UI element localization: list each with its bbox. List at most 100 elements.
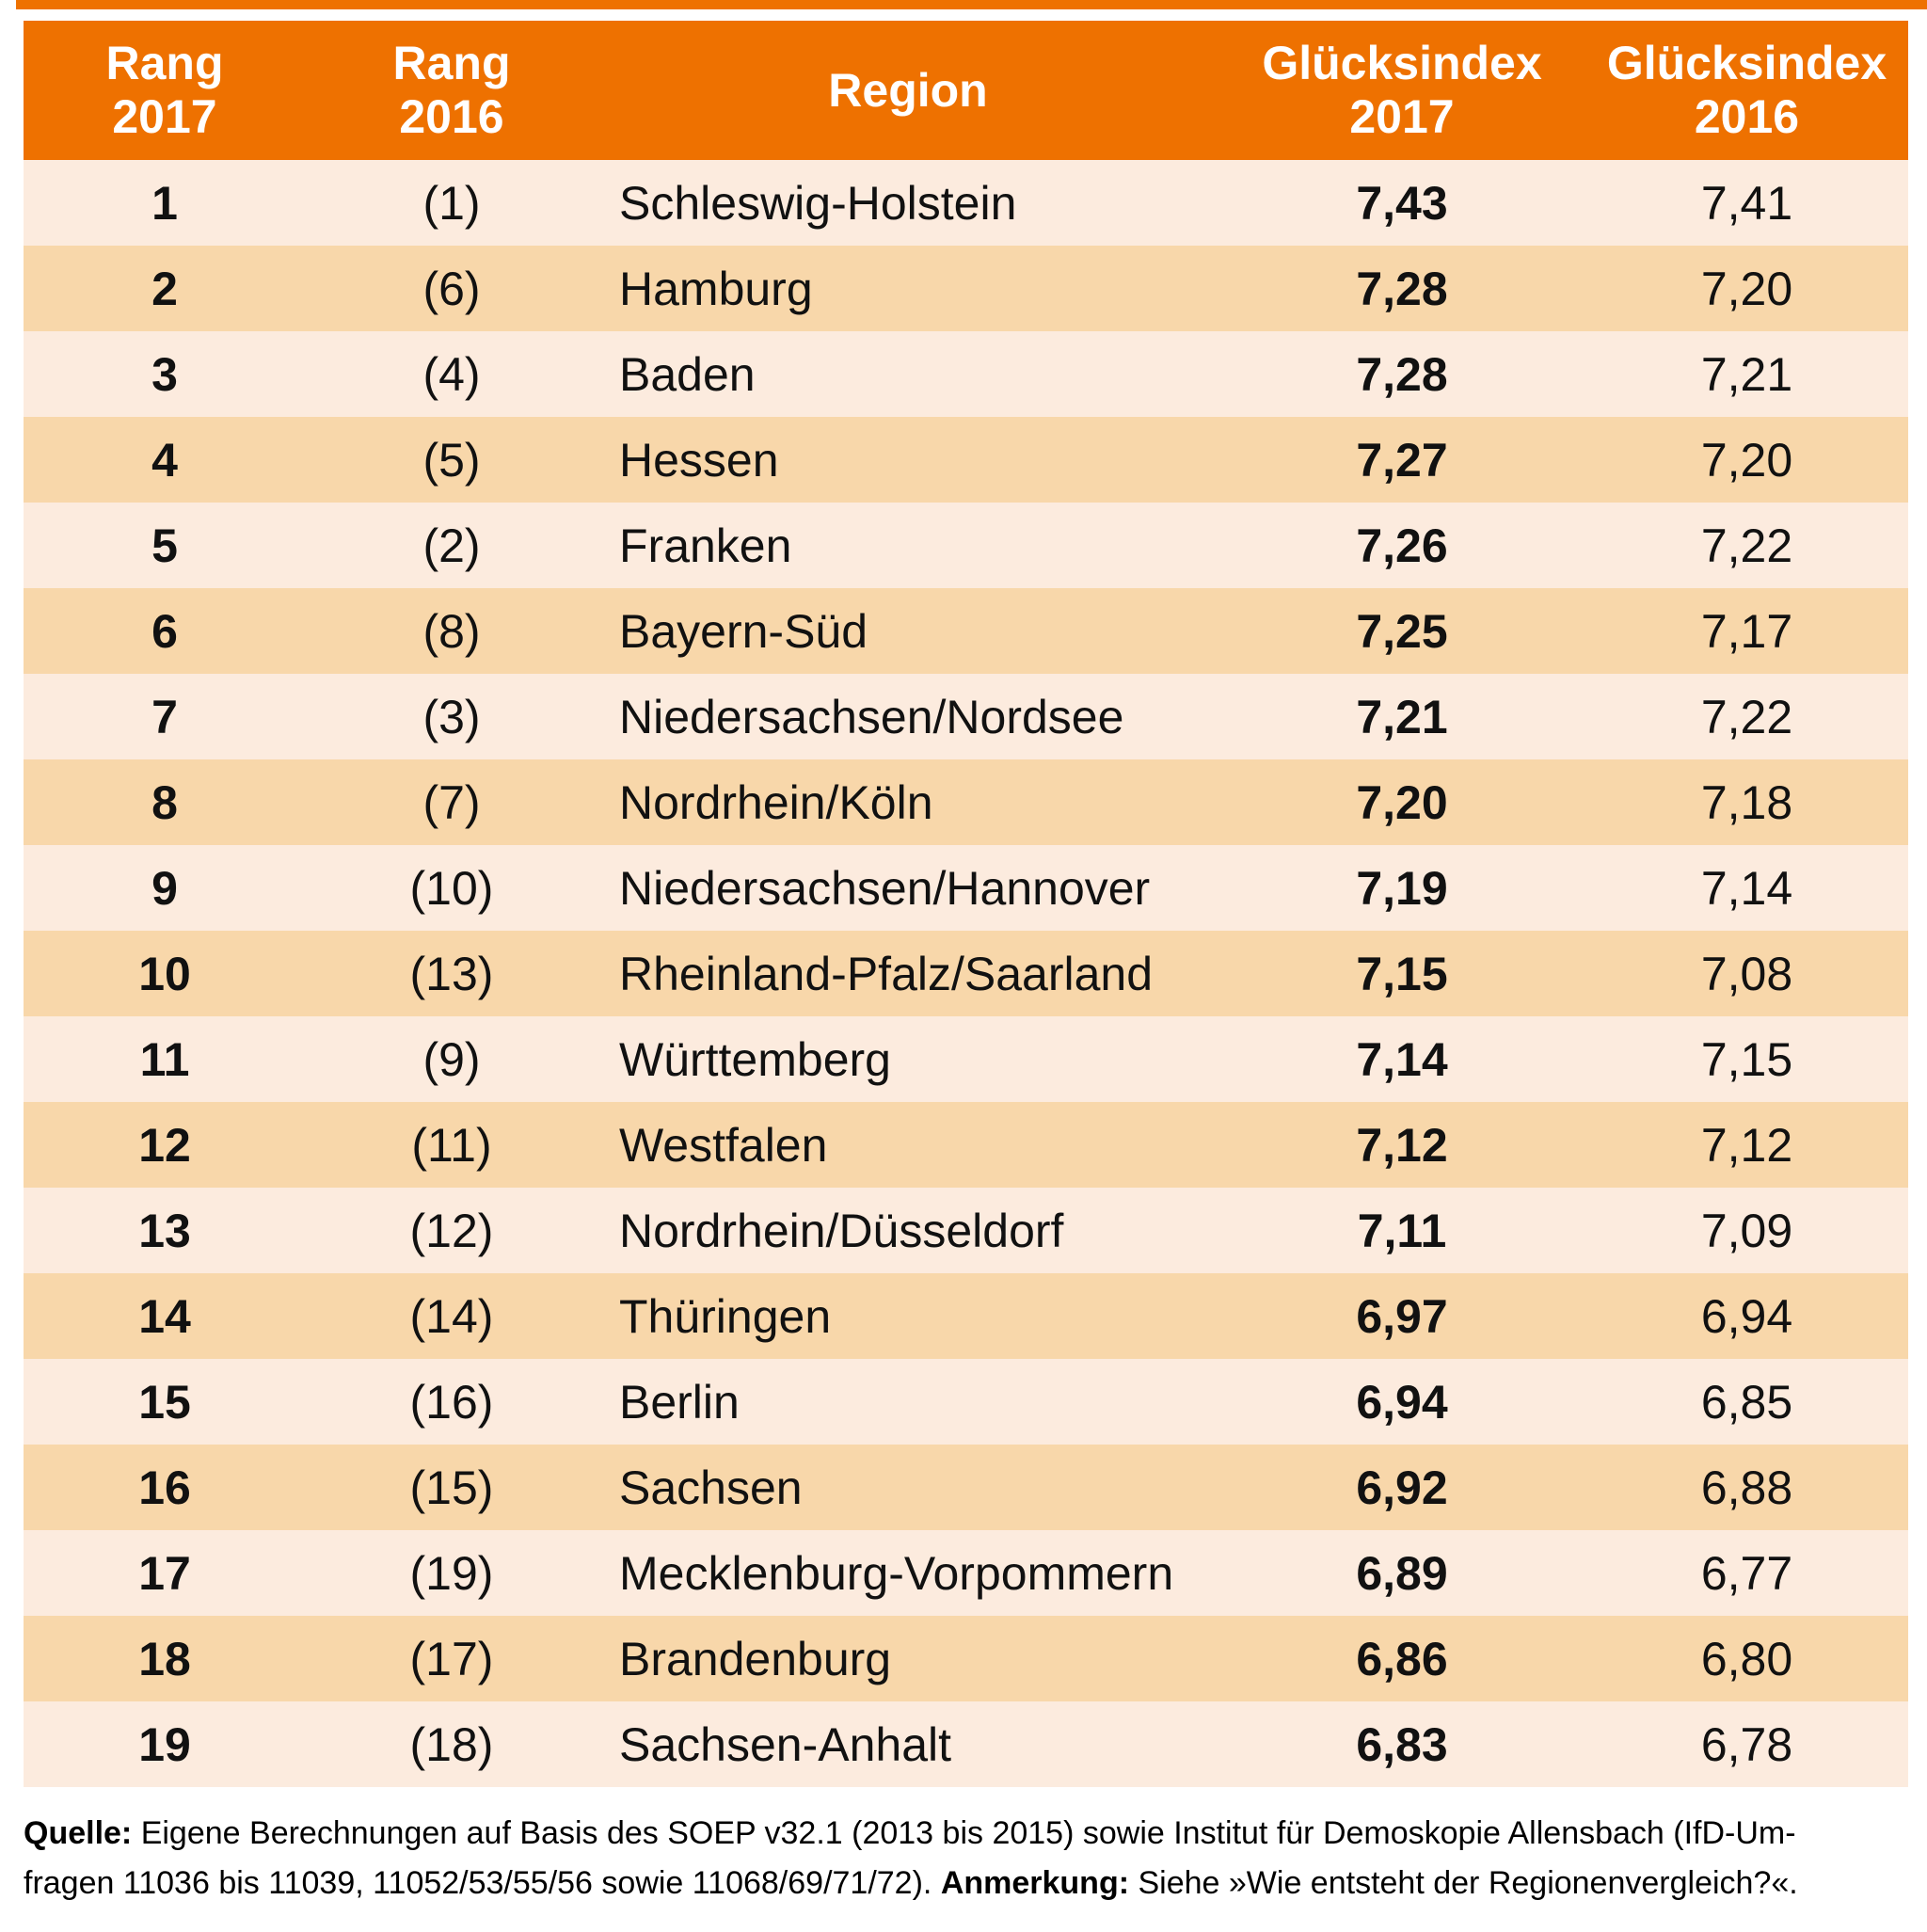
top-accent-rule: [16, 0, 1927, 9]
table-row: 10 (13) Rheinland-Pfalz/Saarland 7,15 7,…: [24, 931, 1908, 1016]
region-cell: Bayern-Süd: [619, 604, 868, 658]
index-2016-cell: 6,80: [1700, 1632, 1793, 1685]
source-label: Quelle:: [24, 1815, 133, 1851]
table-header-row: Rang 2017 Rang 2016 Region Glücksindex 2…: [24, 21, 1908, 160]
rank-2017-cell: 15: [138, 1375, 191, 1429]
index-2016-cell: 7,09: [1700, 1204, 1793, 1257]
index-2016-cell: 7,14: [1700, 861, 1793, 915]
rank-2017-cell: 7: [151, 690, 178, 743]
rank-2016-cell: (18): [409, 1717, 494, 1771]
rank-2017-cell: 19: [138, 1717, 191, 1771]
index-2016-cell: 6,94: [1700, 1289, 1793, 1343]
rank-2017-cell: 1: [151, 176, 178, 230]
index-2017-cell: 7,14: [1356, 1032, 1448, 1086]
rank-2017-cell: 14: [138, 1289, 191, 1343]
column-header-gluecksindex-2017: Glücksindex 2017: [1262, 37, 1542, 143]
table-row: 2 (6) Hamburg 7,28 7,20: [24, 246, 1908, 331]
index-2017-cell: 7,15: [1356, 947, 1448, 1000]
rank-2016-cell: (5): [422, 433, 481, 487]
rank-2017-cell: 8: [151, 775, 178, 829]
index-2016-cell: 6,77: [1700, 1546, 1793, 1600]
index-2017-cell: 7,12: [1356, 1118, 1448, 1172]
rank-2016-cell: (10): [409, 861, 494, 915]
index-2016-cell: 7,21: [1700, 347, 1793, 401]
rank-2017-cell: 13: [138, 1204, 191, 1257]
index-2016-cell: 7,08: [1700, 947, 1793, 1000]
table-row: 14 (14) Thüringen 6,97 6,94: [24, 1273, 1908, 1359]
table-row: 12 (11) Westfalen 7,12 7,12: [24, 1102, 1908, 1188]
region-cell: Thüringen: [619, 1289, 832, 1343]
index-2016-cell: 7,22: [1700, 690, 1793, 743]
rank-2017-cell: 17: [138, 1546, 191, 1600]
rank-2017-cell: 11: [139, 1032, 190, 1086]
table-row: 17 (19) Mecklenburg-Vorpommern 6,89 6,77: [24, 1530, 1908, 1616]
index-2017-cell: 6,92: [1356, 1461, 1448, 1514]
happiness-index-table: Rang 2017 Rang 2016 Region Glücksindex 2…: [24, 21, 1908, 1787]
rank-2016-cell: (19): [409, 1546, 494, 1600]
index-2016-cell: 7,41: [1700, 176, 1793, 230]
region-cell: Nordrhein/Köln: [619, 775, 933, 829]
rank-2017-cell: 9: [151, 861, 178, 915]
rank-2017-cell: 6: [151, 604, 178, 658]
table-row: 7 (3) Niedersachsen/Nordsee 7,21 7,22: [24, 674, 1908, 759]
region-cell: Sachsen-Anhalt: [619, 1717, 952, 1771]
rank-2016-cell: (14): [409, 1289, 494, 1343]
index-2016-cell: 7,22: [1700, 519, 1793, 572]
rank-2016-cell: (3): [422, 690, 481, 743]
table-row: 5 (2) Franken 7,26 7,22: [24, 503, 1908, 588]
region-cell: Sachsen: [619, 1461, 803, 1514]
region-cell: Hamburg: [619, 262, 813, 315]
index-2017-cell: 7,20: [1356, 775, 1448, 829]
column-header-gluecksindex-2016: Glücksindex 2016: [1606, 37, 1887, 143]
rank-2016-cell: (9): [422, 1032, 481, 1086]
region-cell: Hessen: [619, 433, 779, 487]
rank-2016-cell: (2): [422, 519, 481, 572]
table-row: 8 (7) Nordrhein/Köln 7,20 7,18: [24, 759, 1908, 845]
table-row: 13 (12) Nordrhein/Düsseldorf 7,11 7,09: [24, 1188, 1908, 1273]
rank-2016-cell: (1): [422, 176, 481, 230]
column-header-rang-2017: Rang 2017: [105, 37, 224, 143]
rank-2017-cell: 3: [151, 347, 178, 401]
table-row: 3 (4) Baden 7,28 7,21: [24, 331, 1908, 417]
rank-2016-cell: (12): [409, 1204, 494, 1257]
index-2016-cell: 7,18: [1700, 775, 1793, 829]
index-2016-cell: 6,85: [1700, 1375, 1793, 1429]
region-cell: Franken: [619, 519, 792, 572]
region-cell: Baden: [619, 347, 756, 401]
index-2017-cell: 7,21: [1356, 690, 1448, 743]
index-2017-cell: 6,94: [1356, 1375, 1448, 1429]
index-2017-cell: 7,11: [1357, 1204, 1447, 1257]
source-note: Quelle: Eigene Berechnungen auf Basis de…: [24, 1809, 1915, 1908]
column-header-rang-2016: Rang 2016: [392, 37, 511, 143]
table-body: 1 (1) Schleswig-Holstein 7,43 7,41 2 (6)…: [24, 160, 1908, 1787]
rank-2016-cell: (4): [422, 347, 481, 401]
remark-label: Anmerkung:: [940, 1865, 1130, 1901]
index-2017-cell: 6,89: [1356, 1546, 1448, 1600]
table-row: 4 (5) Hessen 7,27 7,20: [24, 417, 1908, 503]
index-2017-cell: 7,27: [1356, 433, 1448, 487]
rank-2017-cell: 16: [138, 1461, 191, 1514]
region-cell: Westfalen: [619, 1118, 828, 1172]
rank-2016-cell: (17): [409, 1632, 494, 1685]
source-line-2: fragen 11036 bis 11039, 11052/53/55/56 s…: [24, 1865, 1798, 1901]
rank-2016-cell: (7): [422, 775, 481, 829]
rank-2017-cell: 12: [138, 1118, 191, 1172]
region-cell: Niedersachsen/Nordsee: [619, 690, 1124, 743]
rank-2016-cell: (13): [409, 947, 494, 1000]
rank-2016-cell: (15): [409, 1461, 494, 1514]
rank-2016-cell: (8): [422, 604, 481, 658]
index-2017-cell: 7,28: [1356, 262, 1448, 315]
index-2017-cell: 6,83: [1356, 1717, 1448, 1771]
region-cell: Niedersachsen/Hannover: [619, 861, 1151, 915]
rank-2017-cell: 4: [151, 433, 178, 487]
table-row: 19 (18) Sachsen-Anhalt 6,83 6,78: [24, 1701, 1908, 1787]
rank-2016-cell: (16): [409, 1375, 494, 1429]
index-2016-cell: 7,17: [1700, 604, 1793, 658]
region-cell: Brandenburg: [619, 1632, 892, 1685]
region-cell: Mecklenburg-Vorpommern: [619, 1546, 1174, 1600]
column-header-region: Region: [828, 63, 988, 117]
index-2016-cell: 6,88: [1700, 1461, 1793, 1514]
table-row: 1 (1) Schleswig-Holstein 7,43 7,41: [24, 160, 1908, 246]
table-row: 16 (15) Sachsen 6,92 6,88: [24, 1445, 1908, 1530]
index-2016-cell: 7,12: [1700, 1118, 1793, 1172]
